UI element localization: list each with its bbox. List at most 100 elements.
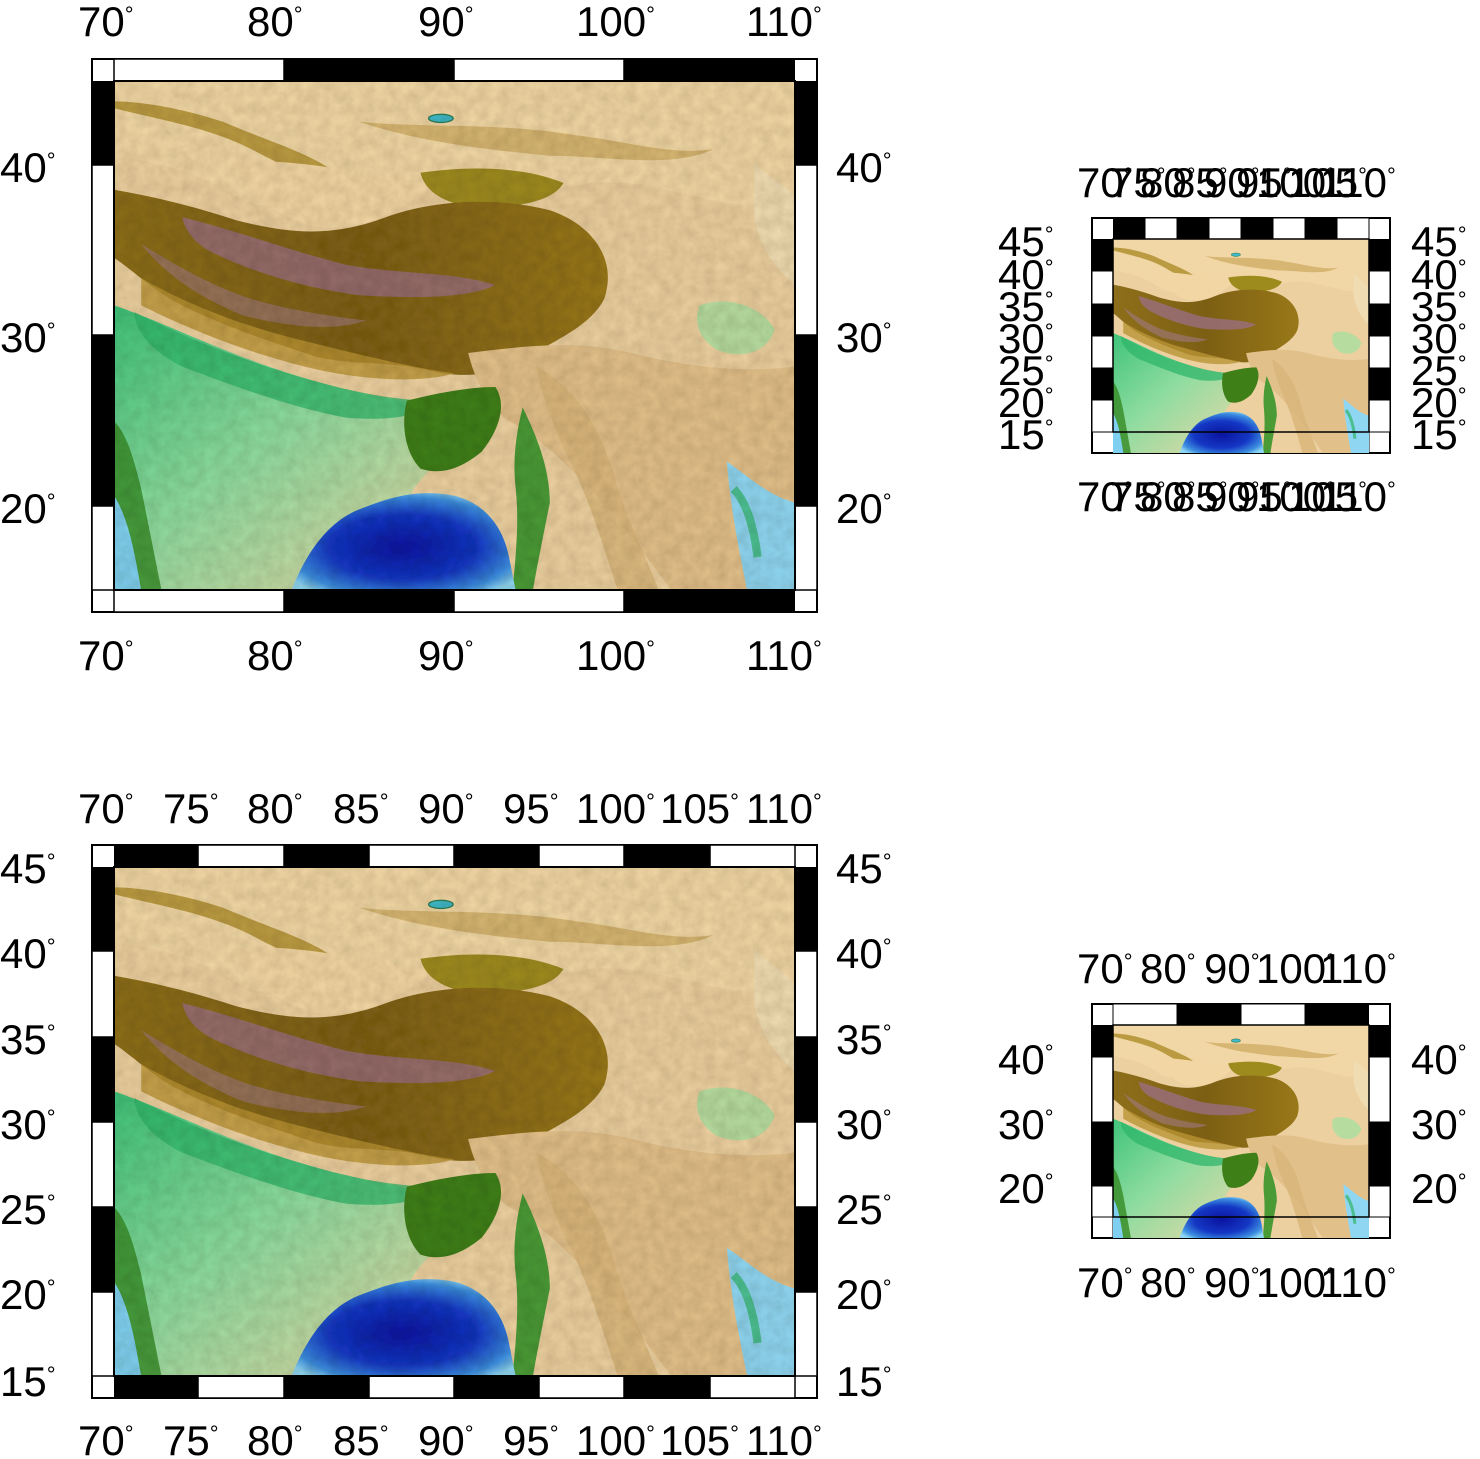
lon-label: 80°	[247, 632, 303, 679]
lon-labels-top: 70° 75° 80° 85° 90° 95° 100° 105° 110°	[1077, 159, 1396, 206]
lon-label: 70°	[78, 785, 134, 832]
lon-label: 100°	[576, 632, 655, 679]
lon-label: 70°	[1077, 1259, 1133, 1306]
lat-label: 35°	[998, 283, 1054, 330]
lat-labels-left: 45° 40° 35° 30° 25° 20° 15°	[998, 218, 1054, 458]
lat-label: 45°	[1411, 218, 1467, 265]
lat-label: 35°	[836, 1016, 892, 1063]
lat-label: 30°	[0, 1101, 56, 1148]
lat-label: 25°	[0, 1186, 56, 1233]
frame-left	[1091, 239, 1114, 433]
lat-label: 15°	[836, 1358, 892, 1405]
lat-labels-right: 45° 40° 35° 30° 25° 20° 15°	[1411, 218, 1467, 458]
relief-map	[1111, 237, 1371, 455]
lon-label: 85°	[333, 785, 389, 832]
lon-label: 90°	[418, 1417, 474, 1459]
lon-label: 80°	[247, 785, 303, 832]
lon-label: 110°	[746, 632, 822, 679]
lon-label: 110°	[746, 0, 822, 45]
lat-label: 15°	[998, 411, 1054, 458]
lon-label: 70°	[78, 1417, 134, 1459]
lon-label: 80°	[247, 0, 303, 45]
lon-label: 70°	[1077, 945, 1133, 992]
frame-right	[1368, 1025, 1391, 1218]
lon-label: 90°	[1204, 1259, 1260, 1306]
lon-labels-top: 70° 80° 90° 100° 110°	[78, 0, 822, 45]
lat-label: 40°	[998, 1036, 1054, 1083]
lat-label: 20°	[1411, 1165, 1467, 1212]
lon-label: 75°	[1110, 473, 1166, 520]
lat-label: 30°	[0, 314, 56, 361]
frame-right	[794, 81, 818, 591]
lon-label: 75°	[163, 1417, 219, 1459]
lon-label: 70°	[1077, 473, 1133, 520]
lat-label: 45°	[836, 845, 892, 892]
lon-label: 110°	[746, 1417, 822, 1459]
lat-label: 30°	[1411, 1101, 1467, 1148]
lon-labels-bottom: 70° 75° 80° 85° 90° 95° 100° 105° 110°	[78, 1417, 822, 1459]
lon-label: 85°	[333, 1417, 389, 1459]
lon-label: 70°	[78, 632, 134, 679]
lon-label: 95°	[503, 1417, 559, 1459]
lat-label: 40°	[836, 930, 892, 977]
lon-label: 75°	[1110, 159, 1166, 206]
lat-label: 35°	[1411, 283, 1467, 330]
map-large-bottom: 70° 75° 80° 85° 90° 95° 100° 105° 110° 7…	[0, 785, 892, 1459]
lon-label: 90°	[1204, 473, 1260, 520]
lat-label: 35°	[0, 1016, 56, 1063]
lon-label: 85°	[1172, 159, 1228, 206]
relief-map	[114, 81, 795, 591]
lat-label: 45°	[0, 845, 56, 892]
lat-label: 25°	[998, 347, 1054, 394]
lat-label: 40°	[0, 930, 56, 977]
lon-label: 80°	[1140, 473, 1196, 520]
lon-label: 95°	[1236, 159, 1292, 206]
lat-label: 40°	[836, 144, 892, 191]
lon-label: 80°	[1140, 945, 1196, 992]
lat-label: 30°	[836, 1101, 892, 1148]
lon-label: 100°	[576, 785, 655, 832]
frame-right	[1368, 239, 1391, 433]
relief-map	[1111, 1023, 1371, 1240]
lat-labels-right: 40° 30° 20°	[836, 144, 892, 532]
frame-bottom	[114, 1375, 796, 1399]
lat-label: 20°	[836, 1271, 892, 1318]
lon-label: 90°	[418, 632, 474, 679]
lon-label: 100°	[1256, 473, 1335, 520]
lon-label: 85°	[1172, 473, 1228, 520]
lat-label: 20°	[998, 379, 1054, 426]
lat-label: 20°	[836, 485, 892, 532]
lat-label: 20°	[0, 1271, 56, 1318]
lat-label: 25°	[1411, 347, 1467, 394]
lat-labels-left: 40° 30° 20°	[0, 144, 56, 532]
lat-label: 30°	[998, 315, 1054, 362]
lat-labels-right: 45° 40° 35° 30° 25° 20° 15°	[836, 845, 892, 1405]
lon-label: 105°	[1288, 159, 1367, 206]
lon-label: 80°	[247, 1417, 303, 1459]
relief-map	[114, 867, 795, 1377]
lon-label: 90°	[418, 0, 474, 45]
lon-labels-top: 70° 80° 90° 100° 110°	[1077, 945, 1396, 992]
map-large-top: 70° 80° 90° 100° 110° 70° 80° 90° 100° 1…	[0, 0, 892, 679]
frame-top	[1113, 217, 1370, 240]
lon-label: 70°	[1077, 159, 1133, 206]
lon-label: 100°	[576, 0, 655, 45]
frame-right	[794, 867, 818, 1377]
lon-label: 100°	[1256, 159, 1335, 206]
lon-labels-bottom: 70° 75° 80° 85° 90° 95° 100° 105° 110°	[1077, 473, 1396, 520]
lon-labels-top: 70° 75° 80° 85° 90° 95° 100° 105° 110°	[78, 785, 822, 832]
frame-top	[114, 844, 796, 868]
lon-label: 110°	[1320, 159, 1396, 206]
lon-label: 105°	[660, 1417, 739, 1459]
lon-label: 100°	[1256, 1259, 1335, 1306]
frame-left	[1091, 1025, 1114, 1218]
lat-label: 15°	[0, 1358, 56, 1405]
lon-label: 70°	[78, 0, 134, 45]
lon-label: 110°	[1320, 1259, 1396, 1306]
lat-label: 30°	[1411, 315, 1467, 362]
lat-labels-right: 40° 30° 20°	[1411, 1036, 1467, 1212]
lat-label: 30°	[836, 314, 892, 361]
lat-label: 45°	[998, 218, 1054, 265]
lon-label: 75°	[163, 785, 219, 832]
